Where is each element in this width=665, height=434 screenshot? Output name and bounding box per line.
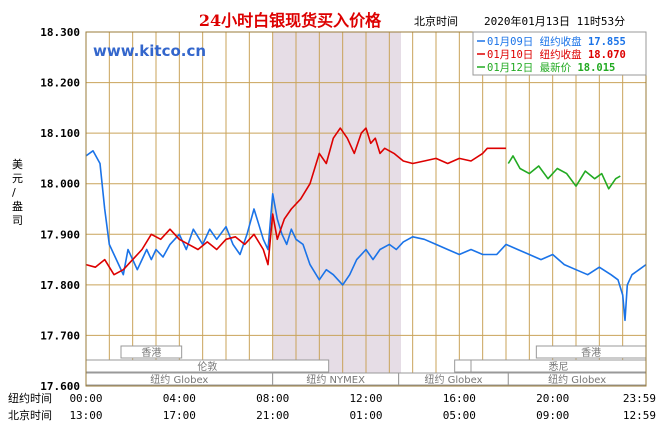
legend-box [472,31,647,76]
series-line-2 [85,127,506,276]
y-tick-label: 17.700 [40,329,80,342]
series-layer [85,127,647,322]
x-tick-bj: 12:59 [623,409,656,422]
y-tick-label: 18.200 [40,77,80,90]
watermark: www.kitco.cn [93,42,206,60]
session-label: 悉尼 [549,361,569,373]
nymex-shaded-region [272,32,401,386]
legend-date: 01月09日 [487,36,540,48]
legend-date: 01月10日 [487,49,540,61]
x-tick-bj: 01:00 [349,409,382,422]
session-label: 伦敦 [197,360,217,373]
legend-entry: 01月12日 最新价 18.015 [487,61,615,74]
y-tick-label: 18.000 [40,178,80,191]
chart-title: 24小时白银现货买入价格 [199,11,382,30]
x-row-label-bj: 北京时间 [8,408,52,422]
y-tick-label: 18.300 [40,26,80,39]
y-tick-label: 17.900 [40,228,80,241]
legend-label: 纽约收盘 [540,48,588,61]
session-label: 香港 [141,347,161,359]
y-axis-label-char: 美 [12,158,23,171]
legend-value: 18.015 [577,62,615,74]
x-tick-ny: 16:00 [443,392,476,405]
legend-label: 纽约收盘 [540,35,588,48]
session-label: 纽约 Globex [150,373,208,386]
session-bar [120,345,183,359]
legend-entry: 01月09日 纽约收盘 17.855 [487,35,626,48]
x-tick-labels: 00:00 13:00 04:00 17:00 08:00 21:00 12:00 01:00… [69,392,656,422]
y-tick-label: 17.600 [40,380,80,393]
legend-value: 17.855 [588,36,626,48]
session-label: 纽约 Globex [548,373,606,386]
session-label: 纽约 Globex [424,373,482,386]
x-tick-ny: 23:59 [623,392,656,405]
y-axis-label-char: / [12,186,16,199]
x-tick-bj: 05:00 [443,409,476,422]
x-tick-ny: 12:00 [349,392,382,405]
x-tick-ny: 20:00 [536,392,569,405]
x-tick-ny: 08:00 [256,392,289,405]
plot-frame [85,31,647,387]
plot-border [85,31,647,387]
timestamp: 2020年01月13日 11时53分 [484,14,625,28]
legend-label: 最新价 [540,61,578,74]
y-tick-label: 17.800 [40,279,80,292]
x-tick-bj: 13:00 [69,409,102,422]
x-tick-bj: 21:00 [256,409,289,422]
x-tick-ny: 00:00 [69,392,102,405]
legend-date: 01月12日 [487,62,540,74]
y-axis-label: 美元/盎司 [12,158,23,227]
series-line-1 [85,150,647,322]
x-tick-bj: 17:00 [163,409,196,422]
y-tick-label: 18.100 [40,127,80,140]
legend-value: 18.070 [588,49,626,61]
y-axis-label-char: 司 [12,214,23,227]
x-tick-bj: 09:00 [536,409,569,422]
session-label: 香港 [581,347,601,359]
series-line-3 [507,155,621,190]
x-row-label-ny: 纽约时间 [8,391,52,405]
y-tick-labels: 18.300 18.200 18.100 18.000 17.900 17.800 17.7… [40,26,80,393]
y-axis-label-char: 盎 [12,199,23,213]
x-tick-ny: 04:00 [163,392,196,405]
legend-entry: 01月10日 纽约收盘 18.070 [487,48,626,61]
session-label: 纽约 NYMEX [306,373,365,386]
timezone-label: 北京时间 [414,14,458,28]
y-axis-label-char: 元 [12,172,23,185]
